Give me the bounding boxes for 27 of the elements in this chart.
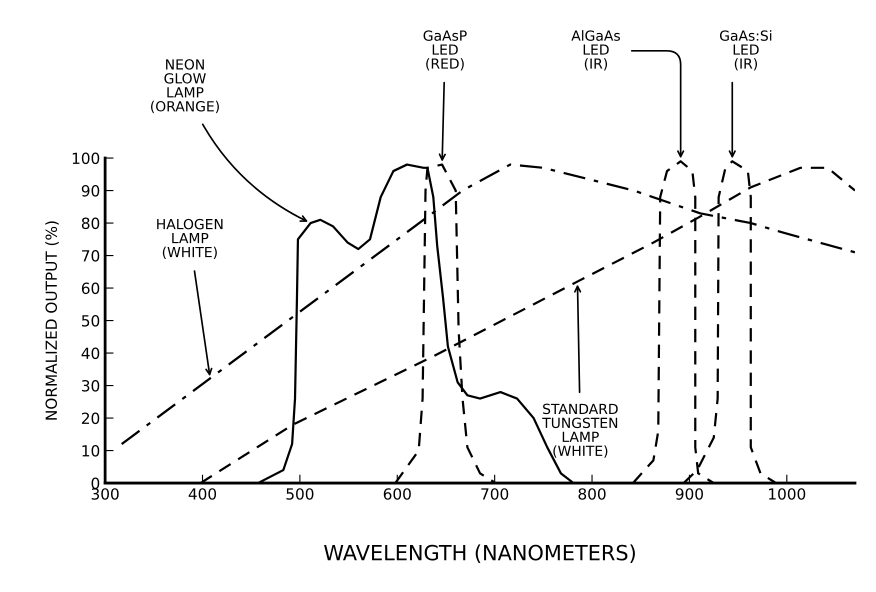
annotation: HALOGEN LAMP (WHITE) [157,218,222,259]
annotation: AlGaAs LED (IR) [571,30,620,70]
x-tick-label: 400 [188,488,216,500]
x-tick-label: 300 [92,488,119,500]
y-tick-label: 90 [82,185,100,197]
y-tick-label: 0 [92,478,100,490]
annotation: GaAsP LED (RED) [424,30,467,70]
x-tick-label: 500 [286,488,314,500]
x-tick-label: 800 [578,488,606,500]
y-axis-title: NORMALIZED OUTPUT (%) [45,221,59,420]
y-tick-label: 20 [82,412,100,424]
y-tick-label: 80 [82,218,100,230]
y-tick-label: 50 [82,315,100,327]
y-tick-label: 100 [72,152,100,164]
x-tick-label: 600 [384,488,411,500]
y-tick-label: 10 [82,445,100,457]
annotation: STANDARD TUNGSTEN LAMP (WHITE) [542,404,618,458]
annotation: GaAs:Si LED (IR) [720,30,772,70]
x-tick-label: 700 [481,488,508,500]
y-tick-label: 30 [82,380,100,392]
x-axis-title: WAVELENGTH (NANOMETERS) [324,544,635,563]
x-tick-label: 1000 [769,488,806,500]
y-tick-label: 70 [82,250,100,262]
y-tick-label: 60 [82,282,100,294]
x-tick-label: 900 [676,488,703,500]
y-tick-label: 40 [82,348,100,360]
annotation: NEON GLOW LAMP (ORANGE) [151,59,219,114]
